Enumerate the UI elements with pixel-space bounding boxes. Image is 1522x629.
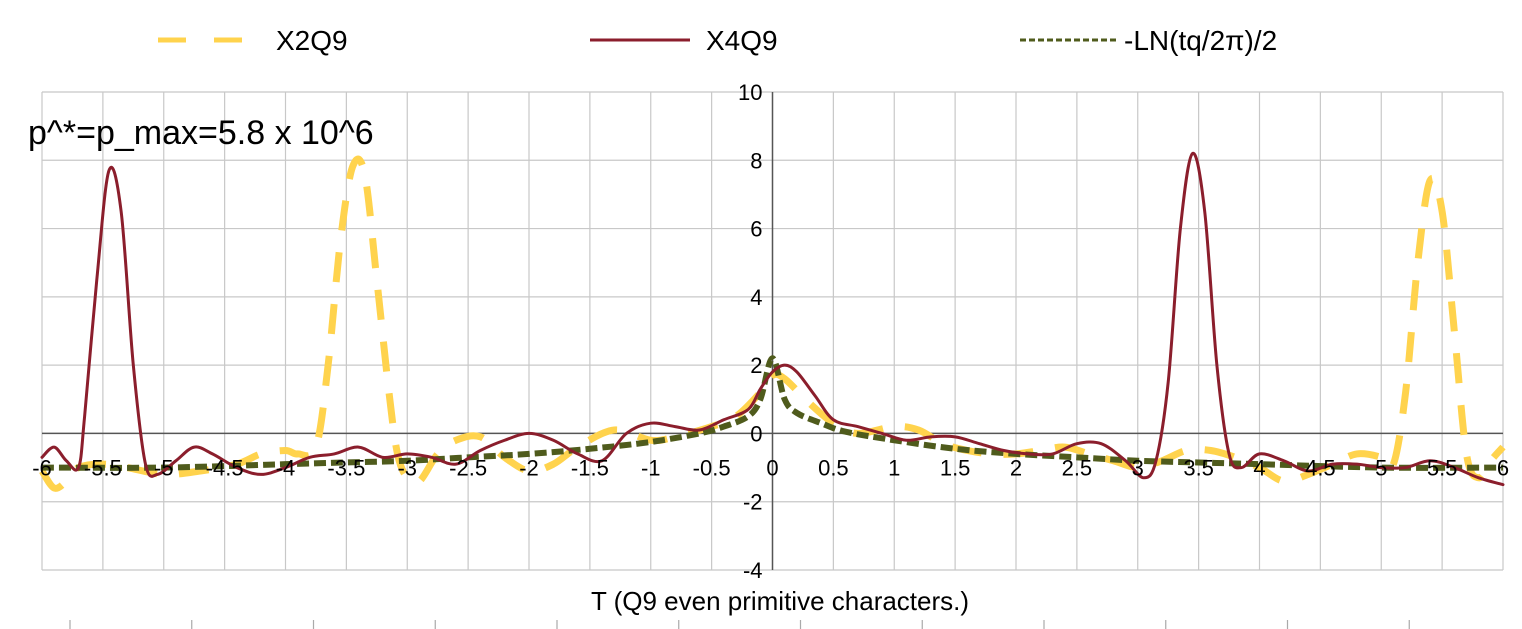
x-tick-label: -4 [276,455,296,480]
x-tick-label: -5 [154,455,174,480]
x-tick-label: -6 [32,455,52,480]
legend: X2Q9 X4Q9 -LN(tq/2π)/2 [158,25,1277,56]
x-tick-label: -3 [397,455,417,480]
x-tick-label: 2 [1010,455,1022,480]
chart-annotation: p^*=p_max=5.8 x 10^6 [28,114,374,152]
y-tick-label: 8 [750,148,762,173]
x-tick-label: -2 [519,455,539,480]
y-tick-label: 2 [750,353,762,378]
x-tick-label: 3 [1132,455,1144,480]
y-tick-label: 4 [750,285,762,310]
x-tick-label: -3.5 [327,455,365,480]
series-lines [39,151,1506,492]
x-tick-label: -1.5 [571,455,609,480]
x-axis-label: T (Q9 even primitive characters.) [591,586,969,616]
x-tick-label: 1.5 [940,455,971,480]
x-tick-label: 0.5 [818,455,849,480]
x-tick-label: -1 [641,455,661,480]
series-line-0 [39,155,1506,492]
x-tick-label: 4 [1253,455,1265,480]
x-tick-label: -2.5 [449,455,487,480]
x-tick-label: 4.5 [1305,455,1336,480]
legend-label-0: X2Q9 [276,25,348,56]
series-line-2 [41,355,1504,471]
y-tick-label: -4 [743,558,763,583]
legend-label-2: -LN(tq/2π)/2 [1124,25,1277,56]
y-tick-label: 10 [738,80,762,105]
series-line-1 [40,151,1505,487]
y-tick-label: 6 [750,217,762,242]
x-tick-label: -5.5 [84,455,122,480]
x-tick-label: 1 [888,455,900,480]
y-tick-label: 0 [750,421,762,446]
x-tick-label: 5.5 [1427,455,1458,480]
tick-labels: -6 -5.5 -5 -4.5 -4 -3.5 -3 -2.5 -2 -1.5 -1 -0.5 0 0.5… [32,80,1509,583]
x-tick-label: -4.5 [206,455,244,480]
x-tick-label: 2.5 [1062,455,1093,480]
x-tick-label: 0 [766,455,778,480]
y-tick-label: -2 [743,490,763,515]
x-tick-label: -0.5 [693,455,731,480]
legend-label-1: X4Q9 [706,25,778,56]
x-tick-label: 6 [1497,455,1509,480]
x-tick-label: 5 [1375,455,1387,480]
axes [42,92,1503,629]
x-tick-label: 3.5 [1183,455,1214,480]
